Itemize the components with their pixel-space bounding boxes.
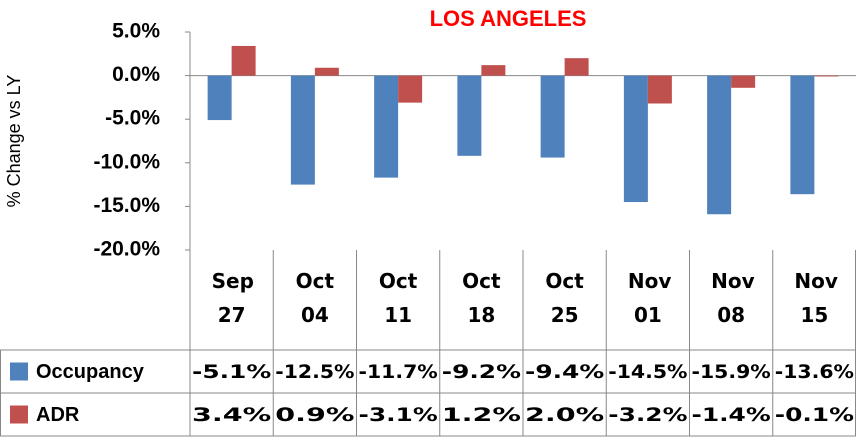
legend-label: ADR — [36, 404, 80, 426]
chart-title: LOS ANGELES — [430, 6, 587, 31]
bar — [623, 75, 648, 203]
y-tick-label: -15.0% — [93, 194, 160, 217]
x-tick-label: Oct 25 — [545, 269, 584, 327]
legend-key — [10, 405, 28, 424]
x-tick-label: Nov 08 — [711, 269, 755, 327]
table-cell: 0.9% — [275, 404, 354, 426]
y-axis-label: % Change vs LY — [4, 75, 24, 208]
legend-label: Occupancy — [36, 361, 145, 383]
bar — [481, 65, 506, 76]
bar — [707, 75, 732, 215]
table-cell: -13.6% — [775, 361, 854, 383]
table-cell: 1.2% — [442, 404, 521, 426]
y-tick-label: 5.0% — [112, 20, 160, 43]
y-tick-label: -20.0% — [93, 238, 160, 261]
table-cell: -5.1% — [192, 361, 271, 383]
bar — [290, 75, 315, 185]
bar — [790, 75, 815, 195]
table-cell: -15.9% — [692, 361, 771, 383]
x-tick-label: Nov 15 — [794, 269, 838, 327]
bar — [647, 75, 672, 104]
x-tick-label: Nov 01 — [627, 269, 672, 327]
bar — [314, 67, 339, 76]
table-cell: -3.2% — [608, 404, 687, 426]
x-tick-label: Oct 11 — [378, 269, 418, 327]
x-tick-label: Oct 04 — [295, 269, 335, 327]
table-cell: -0.1% — [775, 404, 854, 426]
table-cell: -11.7% — [359, 361, 438, 383]
table-cell: -14.5% — [608, 361, 687, 383]
y-tick-label: -10.0% — [93, 150, 160, 173]
bar — [374, 75, 399, 178]
table-cell: -9.4% — [525, 361, 604, 383]
bar — [207, 75, 232, 121]
table-cell: 3.4% — [192, 404, 271, 426]
bar — [731, 75, 756, 88]
bar — [398, 75, 423, 103]
table-cell: -12.5% — [275, 361, 354, 383]
bar — [231, 45, 256, 76]
x-tick-label: Oct 18 — [462, 269, 501, 327]
y-tick-label: 0.0% — [112, 63, 160, 86]
table-cell: -1.4% — [692, 404, 771, 426]
bar — [564, 58, 589, 76]
table-cell: -9.2% — [442, 361, 521, 383]
bar — [457, 75, 482, 156]
y-tick-label: -5.0% — [105, 107, 160, 130]
legend-key — [10, 362, 28, 381]
bar — [540, 75, 565, 158]
x-tick-label: Sep 27 — [211, 269, 254, 327]
table-cell: -3.1% — [359, 404, 438, 426]
table-cell: 2.0% — [525, 404, 604, 426]
bar — [814, 75, 839, 77]
